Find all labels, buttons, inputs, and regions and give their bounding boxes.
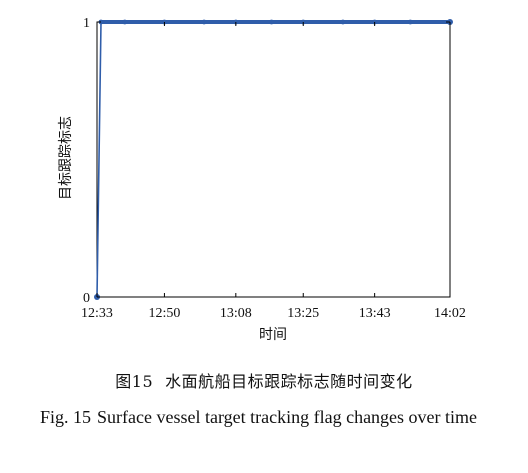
x-axis-label: 时间 [259,327,287,343]
data-point [122,19,128,25]
line-chart: 12:33 12:50 13:08 13:25 13:43 14:02 0 1 时间 目标跟踪… [58,16,466,343]
data-point [201,19,207,25]
y-tick-label: 0 [83,291,90,306]
x-tick-label: 12:33 [81,306,113,321]
y-axis-label: 目标跟踪标志 [58,116,74,200]
figure-caption-english: Fig. 15 Surface vessel target tracking fl… [40,404,500,431]
data-point [407,19,413,25]
data-point [269,19,274,25]
plot-frame [96,21,451,298]
caption-en-text: Surface vessel target tracking flag chan… [97,407,478,427]
data-point [340,19,346,25]
x-tick-label: 14:02 [434,306,466,321]
y-tick-label: 1 [83,16,90,31]
caption-en-figure-number: Fig. 15 [40,407,92,427]
caption-cn-text: 水面航船目标跟踪标志随时间变化 [165,372,413,391]
figure-caption-chinese: 图15 水面航船目标跟踪标志随时间变化 [0,368,528,392]
x-tick-label: 13:08 [220,306,252,321]
chart-figure: 12:33 12:50 13:08 13:25 13:43 14:02 0 1 时间 目标跟踪… [58,16,466,343]
x-tick-label: 13:43 [359,306,391,321]
x-tick-label: 13:25 [287,306,319,321]
x-tick-label: 12:50 [148,306,180,321]
series-line [96,21,450,298]
caption-cn-figure-number: 图15 [115,372,154,391]
